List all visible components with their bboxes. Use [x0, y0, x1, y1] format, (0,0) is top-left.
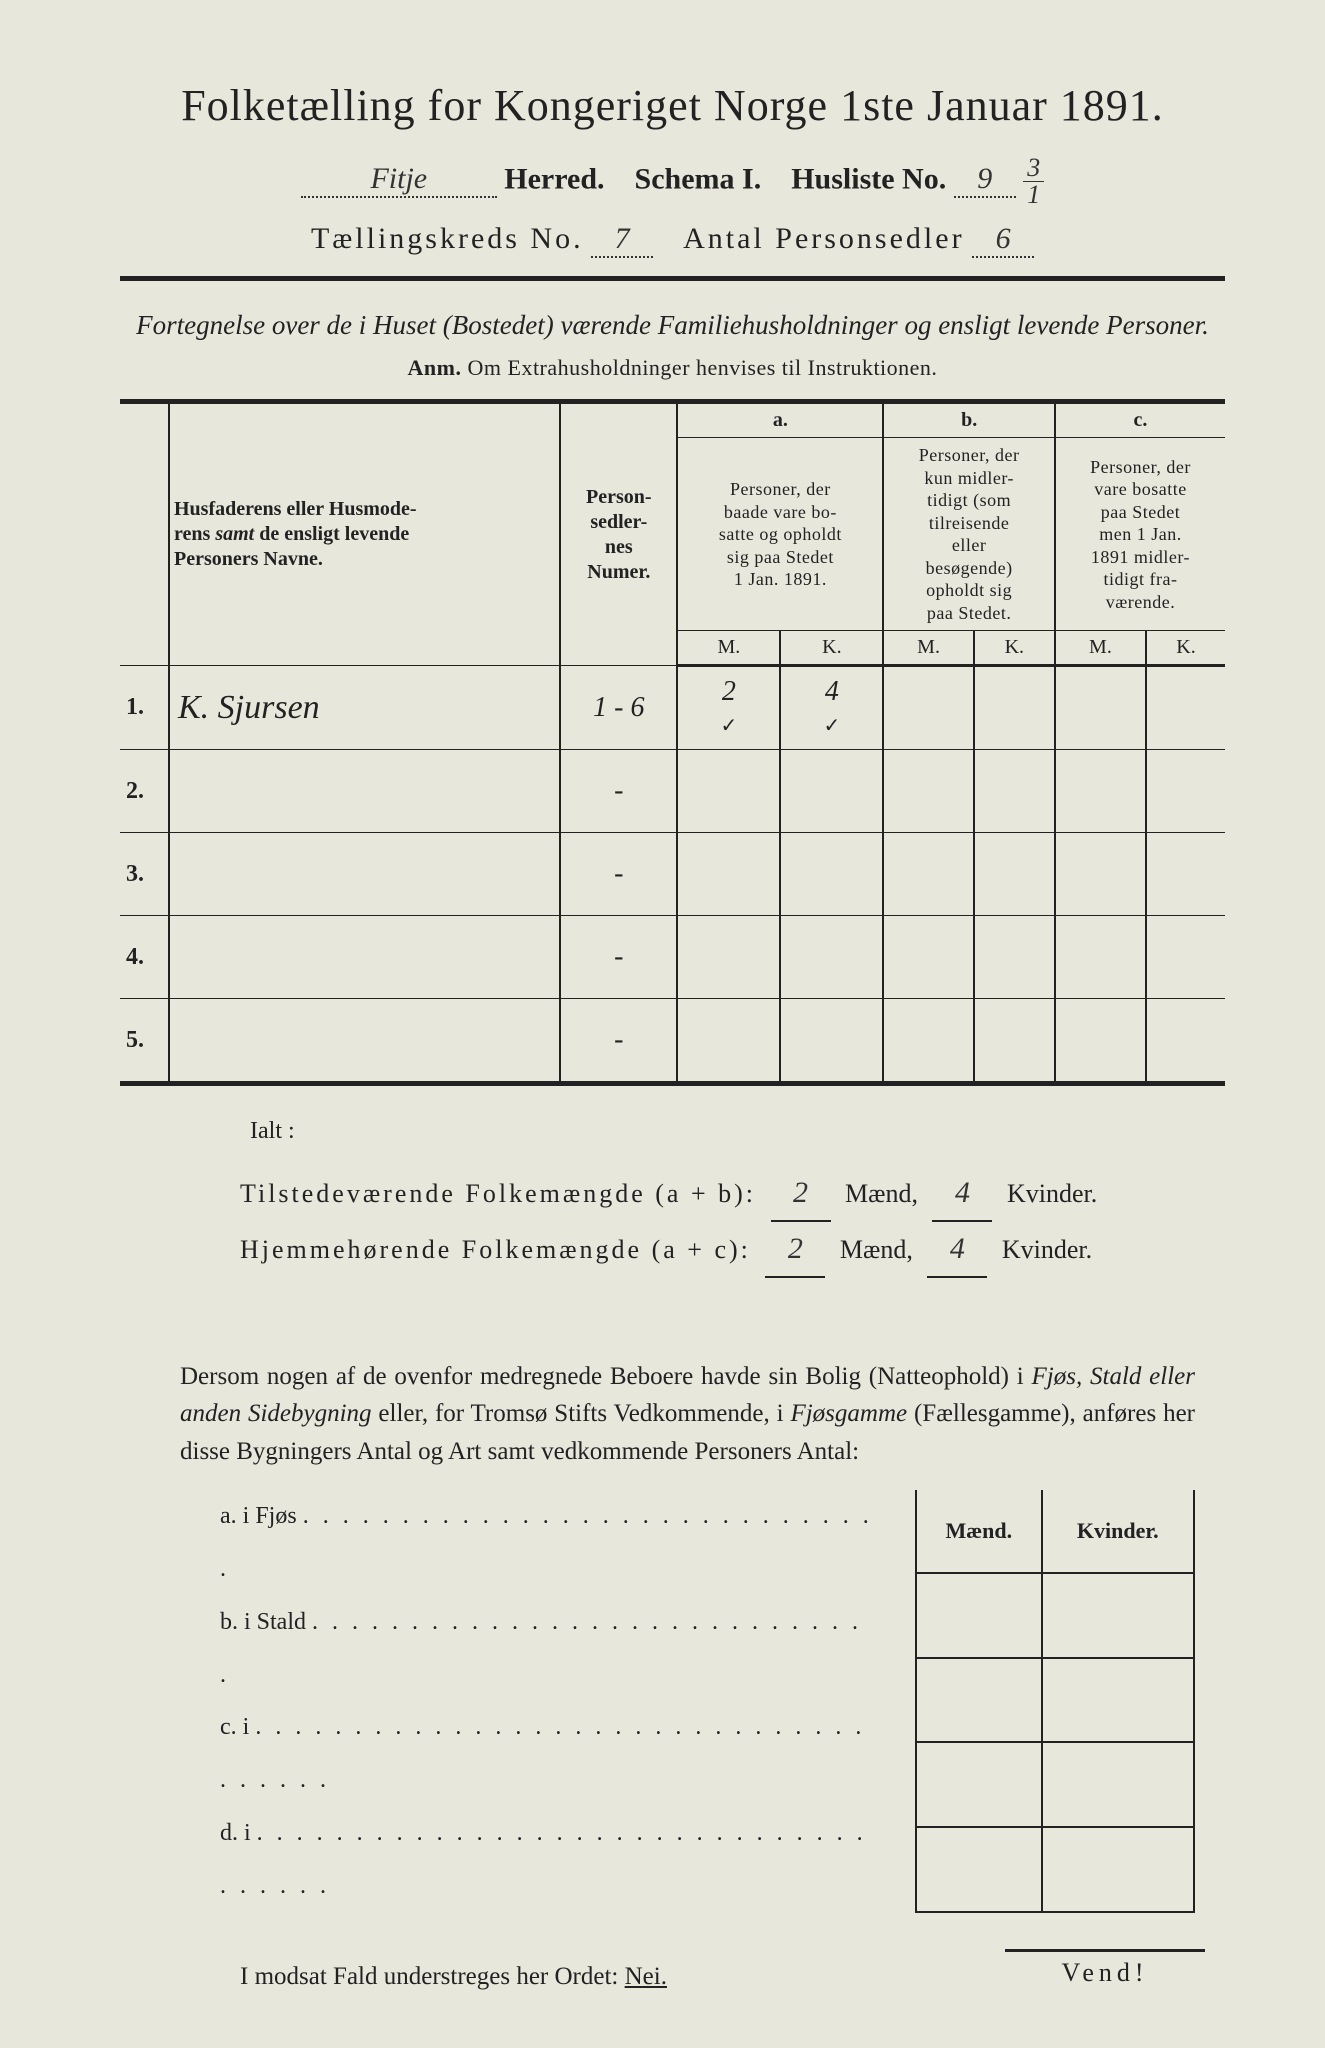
- schema-label: Schema I.: [635, 162, 762, 195]
- building-paragraph: Dersom nogen af de ovenfor medregnede Be…: [180, 1358, 1195, 1471]
- table-row: 3. -: [120, 833, 1225, 916]
- totals-block: Ialt : Tilstedeværende Folkemængde (a + …: [240, 1110, 1225, 1277]
- mk-table: Mænd. Kvinder.: [915, 1490, 1195, 1912]
- col-a-text: Personer, derbaade vare bo-satte og opho…: [677, 438, 883, 631]
- side-c: c. i . . . . . . . . . . . . . . . . . .…: [220, 1701, 875, 1807]
- mk-maend: Mænd.: [916, 1490, 1042, 1573]
- kreds-label: Tællingskreds No.: [311, 222, 584, 255]
- main-table: Husfaderens eller Husmode-rens samt de e…: [120, 399, 1225, 1086]
- col-numer-header: Person-sedler-nesNumer.: [560, 402, 677, 666]
- col-a-label: a.: [677, 402, 883, 438]
- side-list: a. i Fjøs . . . . . . . . . . . . . . . …: [220, 1490, 875, 1912]
- col-c-m: M.: [1055, 631, 1146, 666]
- vend-label: Vend!: [1005, 1949, 1205, 1988]
- table-row: 4. -: [120, 916, 1225, 999]
- mk-kvinder: Kvinder.: [1042, 1490, 1194, 1573]
- anm-label: Anm.: [408, 355, 462, 380]
- col-b-text: Personer, derkun midler-tidigt (somtilre…: [883, 438, 1055, 631]
- kreds-value: 7: [591, 222, 653, 258]
- side-a: a. i Fjøs . . . . . . . . . . . . . . . …: [220, 1490, 875, 1596]
- antal-label: Antal Personsedler: [683, 222, 964, 255]
- census-form-page: Folketælling for Kongeriget Norge 1ste J…: [0, 0, 1325, 2048]
- anm-text: Om Extrahusholdninger henvises til Instr…: [468, 355, 938, 380]
- husliste-value: 9: [954, 162, 1016, 198]
- col-b-m: M.: [883, 631, 973, 666]
- anm-line: Anm. Om Extrahusholdninger henvises til …: [120, 355, 1225, 381]
- header-line-2: Tællingskreds No. 7 Antal Personsedler 6: [120, 222, 1225, 258]
- rule-1: [120, 276, 1225, 281]
- page-title: Folketælling for Kongeriget Norge 1ste J…: [120, 80, 1225, 131]
- totals-line-2: Hjemmehørende Folkemængde (a + c): 2 Mæn…: [240, 1222, 1225, 1278]
- header-line-1: Fitje Herred. Schema I. Husliste No. 9 3…: [120, 155, 1225, 208]
- herred-label: Herred.: [504, 162, 604, 195]
- table-row: 2. -: [120, 750, 1225, 833]
- herred-value: Fitje: [301, 162, 497, 198]
- col-a-m: M.: [677, 631, 780, 666]
- col-names-header: Husfaderens eller Husmode-rens samt de e…: [169, 402, 560, 666]
- husliste-label: Husliste No.: [791, 162, 946, 195]
- subtitle: Fortegnelse over de i Huset (Bostedet) v…: [120, 307, 1225, 343]
- col-c-label: c.: [1055, 402, 1225, 438]
- husliste-fraction: 3 1: [1023, 155, 1044, 208]
- col-a-k: K.: [780, 631, 883, 666]
- table-row: 1. K. Sjursen 1 - 6 2✓ 4✓: [120, 666, 1225, 750]
- col-blank: [120, 402, 169, 666]
- side-d: d. i . . . . . . . . . . . . . . . . . .…: [220, 1807, 875, 1913]
- col-b-label: b.: [883, 402, 1055, 438]
- side-b: b. i Stald . . . . . . . . . . . . . . .…: [220, 1596, 875, 1702]
- antal-value: 6: [972, 222, 1034, 258]
- side-block: a. i Fjøs . . . . . . . . . . . . . . . …: [220, 1490, 1195, 1912]
- col-c-text: Personer, dervare bosattepaa Stedetmen 1…: [1055, 438, 1225, 631]
- col-c-k: K.: [1146, 631, 1225, 666]
- col-b-k: K.: [974, 631, 1055, 666]
- ialt-label: Ialt :: [250, 1110, 1225, 1153]
- table-row: 5. -: [120, 999, 1225, 1084]
- totals-line-1: Tilstedeværende Folkemængde (a + b): 2 M…: [240, 1166, 1225, 1222]
